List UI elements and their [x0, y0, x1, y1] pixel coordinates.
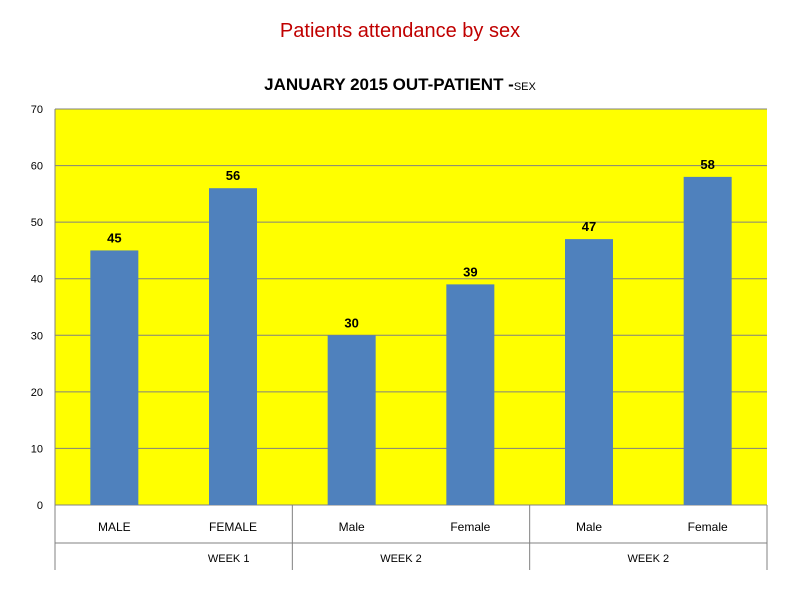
slide-title: Patients attendance by sex [279, 20, 521, 42]
data-label: 30 [344, 315, 358, 330]
plot-area: 0 10 20 30 40 50 60 70 45 MALE 56 FEMALE 30 Male 39 Fem… [31, 104, 768, 570]
group-label: WEEK 2 [628, 553, 670, 565]
data-label: 58 [700, 157, 714, 172]
chart-title-main: JANUARY 2015 OUT-PATIENT - [264, 75, 514, 94]
data-label: 45 [107, 230, 121, 245]
group-label: WEEK 2 [380, 553, 422, 565]
plot-background [55, 109, 767, 505]
category-label: Female [450, 520, 490, 534]
category-label: MALE [98, 520, 131, 534]
category-label: Male [576, 520, 602, 534]
y-tick-label: 0 [37, 500, 43, 512]
data-label: 47 [582, 219, 596, 234]
y-tick-label: 10 [31, 443, 43, 455]
y-tick-label: 60 [31, 161, 43, 173]
category-label: Female [688, 520, 728, 534]
category-label: FEMALE [209, 520, 257, 534]
bar [565, 239, 613, 505]
y-tick-label: 70 [31, 104, 43, 116]
bar [683, 176, 732, 505]
data-label: 39 [463, 264, 477, 279]
bar [90, 250, 139, 505]
y-tick-label: 40 [31, 274, 43, 286]
bar [209, 188, 257, 505]
bar [327, 335, 376, 505]
chart-title-suffix: SEX [514, 81, 537, 93]
group-label: WEEK 1 [208, 553, 250, 565]
chart-title: JANUARY 2015 OUT-PATIENT -SEX [264, 75, 536, 94]
category-label: Male [339, 520, 365, 534]
data-label: 56 [226, 168, 240, 183]
y-tick-label: 50 [31, 217, 43, 229]
bar [446, 284, 495, 505]
y-tick-label: 20 [31, 387, 43, 399]
y-tick-label: 30 [31, 330, 43, 342]
